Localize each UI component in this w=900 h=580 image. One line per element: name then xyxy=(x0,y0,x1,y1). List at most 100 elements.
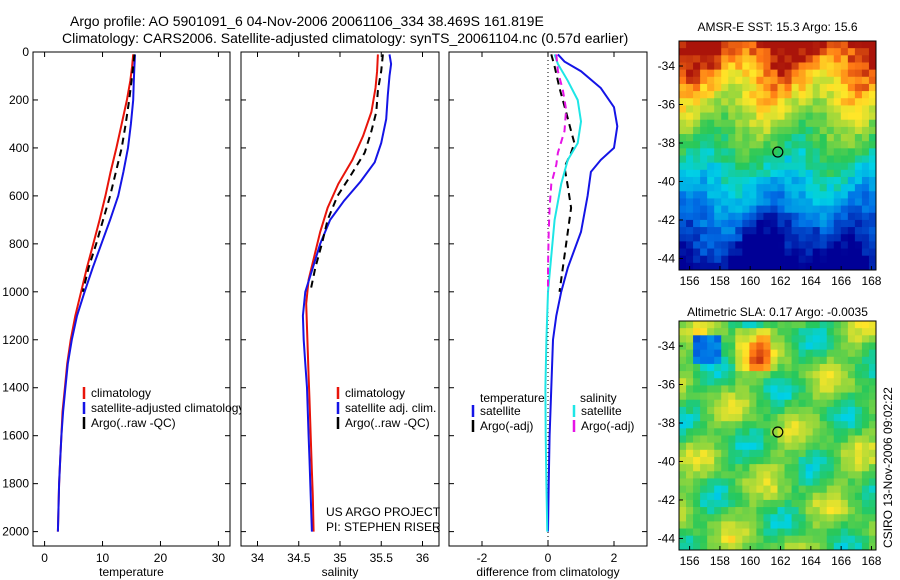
map-cell xyxy=(805,262,814,271)
map-cell xyxy=(798,414,807,422)
map-cell xyxy=(812,91,821,99)
map-cell xyxy=(714,134,722,142)
map-cell xyxy=(777,176,785,185)
map-cell xyxy=(763,371,771,379)
map-cell xyxy=(840,248,849,257)
map-cell xyxy=(791,191,800,199)
map-cell xyxy=(812,471,821,479)
map-cell xyxy=(819,41,828,49)
map-y-tick-label: -38 xyxy=(658,136,676,150)
map-cell xyxy=(693,521,701,529)
map-cell xyxy=(756,234,764,242)
map-cell xyxy=(868,449,877,458)
map-cell xyxy=(840,241,849,249)
map-cell xyxy=(819,385,828,393)
map-cell xyxy=(840,255,849,264)
map-cell xyxy=(714,83,722,92)
map-cell xyxy=(840,198,849,206)
map-cell xyxy=(819,399,828,408)
map-cell xyxy=(742,98,750,106)
map-cell xyxy=(756,105,764,113)
map-cell xyxy=(819,184,828,192)
map-cell xyxy=(840,212,849,221)
map-cell xyxy=(840,378,849,386)
map-cell xyxy=(791,55,800,63)
map-cell xyxy=(861,378,870,386)
map-cell xyxy=(735,105,743,113)
map-cell xyxy=(693,456,701,465)
map-cell xyxy=(798,421,807,429)
map-cell xyxy=(777,435,785,444)
map-cell xyxy=(714,342,722,351)
map-cell xyxy=(854,55,863,63)
map-cell xyxy=(833,205,842,214)
map-cell xyxy=(749,141,757,149)
map-cell xyxy=(756,521,764,529)
map-cell xyxy=(728,385,736,393)
map-cell xyxy=(756,349,764,358)
map-cell xyxy=(728,198,736,206)
map-cell xyxy=(756,212,764,221)
map-cell xyxy=(791,456,800,465)
map-cell xyxy=(763,499,771,508)
map-cell xyxy=(840,521,849,529)
map-cell xyxy=(777,234,785,242)
map-cell xyxy=(693,112,701,121)
map-cell xyxy=(721,485,729,494)
map-cell xyxy=(833,456,842,465)
map-cell xyxy=(735,234,743,242)
map-cell xyxy=(749,91,757,99)
map-cell xyxy=(742,76,750,85)
map-title: AMSR-E SST: 15.3 Argo: 15.6 xyxy=(697,20,857,34)
map-cell xyxy=(854,414,863,422)
map-cell xyxy=(854,198,863,206)
map-cell xyxy=(805,449,814,458)
map-cell xyxy=(812,321,821,329)
map-cell xyxy=(728,83,736,92)
map-cell xyxy=(686,342,694,351)
map-cell xyxy=(728,414,736,422)
map-cell xyxy=(763,41,771,49)
map-cell xyxy=(707,219,715,228)
map-cell xyxy=(756,227,764,235)
map-cell xyxy=(770,98,778,106)
map-cell xyxy=(721,198,729,206)
map-cell xyxy=(833,241,842,249)
map-cell xyxy=(847,219,856,228)
map-cell xyxy=(861,176,870,185)
map-cell xyxy=(805,542,814,551)
map-cell xyxy=(721,241,729,249)
map-cell xyxy=(707,442,715,451)
map-cell xyxy=(679,507,687,515)
map-cell xyxy=(861,227,870,235)
map-cell xyxy=(784,169,792,178)
map-cell xyxy=(693,55,701,63)
map-cell xyxy=(763,485,771,494)
map-cell xyxy=(861,55,870,63)
map-cell xyxy=(868,234,877,242)
map-cell xyxy=(819,83,828,92)
map-cell xyxy=(798,342,807,351)
map-cell xyxy=(770,205,778,214)
map-cell xyxy=(679,219,687,228)
map-cell xyxy=(784,184,792,192)
map-cell xyxy=(763,321,771,329)
y-tick-label: 1800 xyxy=(2,477,29,491)
map-cell xyxy=(770,219,778,228)
map-cell xyxy=(791,241,800,249)
map-cell xyxy=(840,234,849,242)
map-cell xyxy=(791,119,800,128)
map-cell xyxy=(784,492,792,501)
map-cell xyxy=(763,191,771,199)
map-cell xyxy=(721,205,729,214)
map-cell xyxy=(686,406,694,415)
map-cell xyxy=(819,112,828,121)
map-cell xyxy=(700,456,708,465)
map-cell xyxy=(693,198,701,206)
map-cell xyxy=(784,442,792,451)
map-cell xyxy=(770,141,778,149)
series-line xyxy=(547,53,619,532)
map-cell xyxy=(826,435,835,444)
map-cell xyxy=(707,227,715,235)
map-cell xyxy=(707,212,715,221)
